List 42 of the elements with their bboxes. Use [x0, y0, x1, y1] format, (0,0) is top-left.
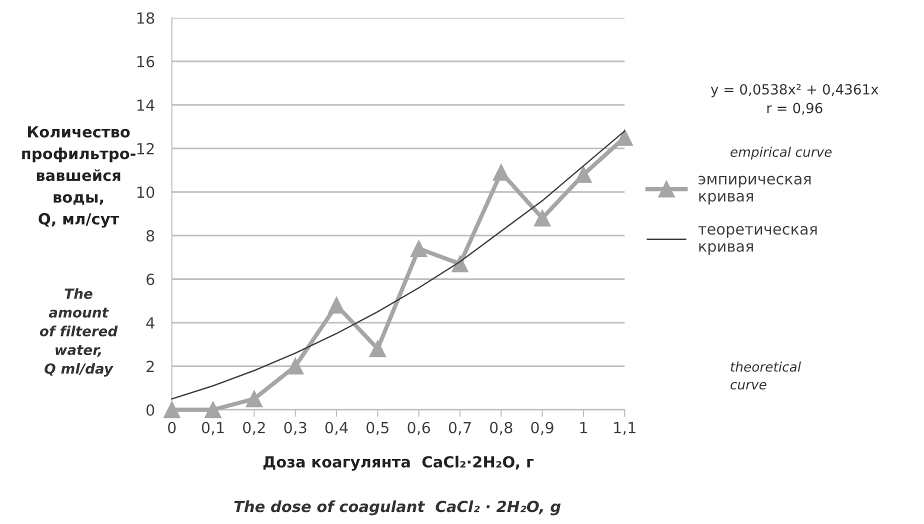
point — [287, 358, 304, 375]
point — [328, 296, 345, 314]
x-tick-label: 0,4 — [325, 422, 348, 435]
point — [204, 401, 222, 418]
x-tick-label: 0,6 — [408, 422, 430, 435]
x-tick-label: 0 — [168, 422, 176, 434]
y-tick-label: 8 — [146, 230, 154, 242]
point — [534, 210, 551, 226]
text: The amount of filtered water, Q ml/day — [40, 288, 118, 377]
x-tick-label: 1 — [580, 422, 587, 434]
point — [410, 240, 428, 257]
x-tick-label: 0,2 — [243, 422, 265, 435]
x-axis-title: Доза коагулянта CaCl₂·2H₂O, г — [263, 456, 534, 471]
y-tick-label: 12 — [137, 142, 154, 154]
y-tick-label: 6 — [146, 274, 154, 286]
point — [575, 166, 592, 183]
x-tick-label: 1,1 — [614, 422, 636, 435]
point — [164, 401, 180, 418]
x-tick-label: 0,5 — [366, 422, 388, 435]
text: The dose of coagulant CaCl₂ · 2H₂O, g — [234, 500, 561, 516]
x-tick-label: 0,8 — [490, 422, 512, 435]
y-tick-label: 14 — [137, 100, 154, 111]
text: theoretical curve — [730, 362, 802, 390]
y-tick-label: 10 — [137, 186, 154, 198]
point — [492, 164, 510, 181]
legend-label: эмпирическая кривая — [698, 176, 811, 205]
x-tick-label: 0,1 — [202, 422, 224, 435]
text: y = 0,0538x² + 0,4361x r = 0,96 — [710, 84, 878, 115]
point — [369, 340, 386, 358]
x-tick-label: 0,7 — [448, 422, 471, 435]
y-tick-label: 0 — [146, 404, 154, 416]
text: empirical curve — [730, 146, 832, 160]
y-tick-label: 16 — [137, 56, 154, 68]
y-axis-title: Количество профильтро- вавшейся воды, Q, мл/сут — [22, 126, 136, 228]
y-tick-label: 2 — [146, 360, 154, 372]
point — [246, 390, 263, 408]
y-tick-label: 18 — [137, 12, 154, 24]
point — [452, 256, 468, 272]
legend-label: теоретическая кривая — [698, 226, 817, 255]
x-tick-label: 0,9 — [531, 422, 554, 435]
x-tick-label: 0,3 — [284, 422, 306, 435]
y-tick-label: 4 — [146, 317, 154, 328]
